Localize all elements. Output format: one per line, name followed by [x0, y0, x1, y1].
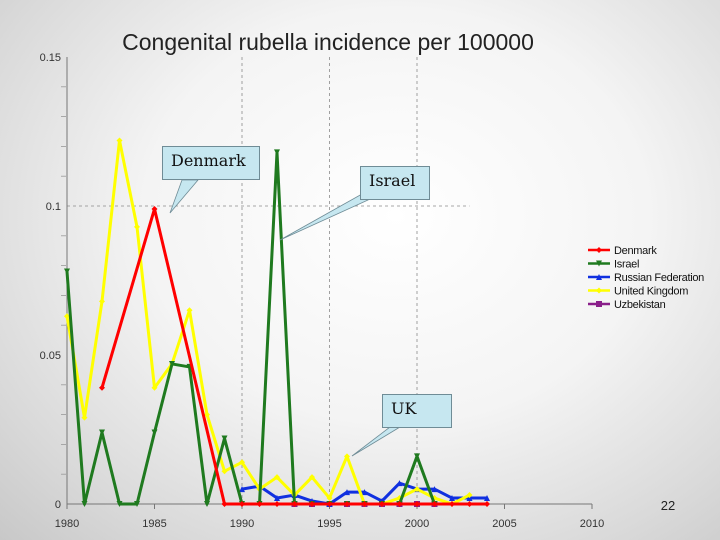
data-point [239, 459, 245, 466]
data-point [81, 414, 88, 421]
data-point [221, 501, 228, 507]
data-point [221, 435, 228, 442]
series-layer [64, 137, 490, 507]
data-point [256, 501, 263, 507]
data-point [449, 495, 455, 502]
y-tick-label: 0 [55, 499, 61, 511]
data-point [116, 137, 123, 144]
x-tick-label: 2010 [580, 518, 604, 530]
data-point [361, 489, 368, 496]
data-point [466, 501, 473, 507]
data-point [596, 260, 602, 267]
x-tick-label: 1985 [142, 518, 166, 530]
callout-pointers [169, 179, 402, 457]
legend-item-uzbekistan: Uzbekistan [588, 299, 666, 311]
data-point [274, 501, 280, 507]
legend-item-united-kingdom: United Kingdom [588, 286, 689, 298]
y-tick-label: 0.05 [40, 350, 61, 362]
data-point [484, 501, 490, 507]
data-point [274, 149, 280, 156]
data-point [151, 429, 158, 436]
legend-label: Russian Federation [614, 272, 704, 284]
data-point [64, 313, 70, 320]
callout-pointer-denmark [169, 179, 199, 214]
data-point [99, 429, 105, 436]
legend-label: Israel [614, 259, 639, 271]
gridlines [67, 57, 470, 504]
data-point [81, 501, 88, 507]
data-point [326, 501, 333, 507]
y-tick-label: 0.1 [46, 201, 61, 213]
data-point [309, 474, 315, 481]
callout-pointer-israel [279, 193, 369, 241]
data-point [484, 495, 490, 502]
y-tick-label: 0.15 [40, 52, 61, 64]
legend-label: United Kingdom [614, 286, 688, 298]
data-point [116, 501, 123, 507]
data-point [396, 501, 403, 507]
data-point [466, 492, 473, 499]
x-tick-label: 2005 [492, 518, 516, 530]
legend-label: Denmark [614, 245, 657, 257]
callout-denmark: Denmark [162, 146, 260, 180]
data-point [274, 495, 280, 502]
data-point [221, 468, 228, 475]
data-point [169, 360, 175, 367]
data-point [134, 501, 140, 507]
data-point [204, 501, 210, 507]
axes: 1980 1985 1990 1995 2000 2005 2010 0 0.05 0.1 0.15 [40, 52, 605, 530]
data-point [414, 453, 420, 460]
callout-pointer-uk [351, 426, 402, 457]
data-point [151, 384, 158, 391]
chart-title: Congenital rubella incidence per 100000 [122, 29, 534, 55]
page-number: 22 [661, 498, 675, 513]
data-point [414, 501, 420, 507]
data-point [326, 495, 333, 502]
data-point [449, 501, 455, 507]
data-point [596, 274, 602, 280]
data-point [99, 298, 105, 305]
x-tick-label: 1990 [230, 518, 254, 530]
x-tick-label: 1980 [55, 518, 79, 530]
series-line-denmark [100, 207, 487, 506]
series-denmark [99, 205, 490, 507]
data-point [204, 411, 210, 418]
legend-item-denmark: Denmark [588, 245, 658, 257]
data-point [431, 501, 438, 507]
data-point [431, 486, 438, 493]
callout-uk: UK [382, 394, 452, 428]
data-point [596, 301, 602, 307]
data-point [291, 501, 298, 507]
series-line-israel [65, 150, 436, 506]
data-point [596, 287, 602, 294]
legend-item-russian-federation: Russian Federation [588, 272, 704, 284]
data-point [274, 474, 280, 481]
data-point [379, 501, 385, 507]
data-point [64, 268, 70, 275]
data-point [239, 486, 245, 493]
data-point [186, 307, 193, 314]
legend-item-israel: Israel [588, 259, 639, 271]
data-point [309, 501, 315, 507]
callout-israel: Israel [360, 166, 430, 200]
data-point [239, 501, 245, 507]
data-point [99, 384, 105, 391]
x-tick-label: 1995 [317, 518, 341, 530]
x-tick-label: 2000 [405, 518, 429, 530]
data-point [134, 223, 140, 230]
data-point [344, 453, 350, 460]
data-point [344, 489, 350, 496]
data-point [396, 480, 403, 487]
data-point [344, 501, 350, 507]
data-point [361, 501, 368, 507]
legend-label: Uzbekistan [614, 299, 666, 311]
data-point [414, 486, 420, 493]
data-point [596, 247, 602, 253]
data-point [151, 205, 158, 212]
